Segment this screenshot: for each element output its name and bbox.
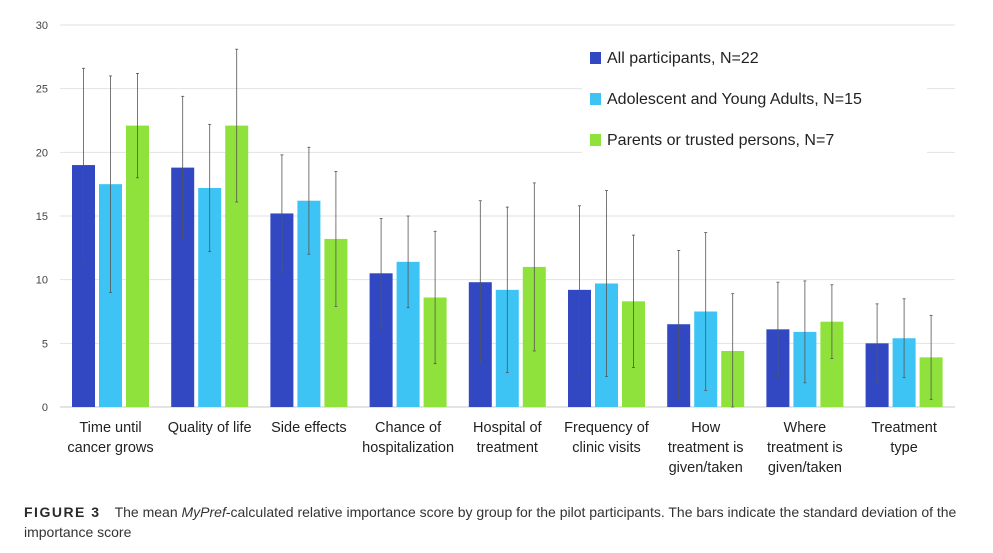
figure-label: FIGURE 3: [24, 504, 101, 520]
bar: [820, 321, 844, 407]
x-category-label: treatment: [477, 440, 538, 456]
y-tick-label: 15: [36, 211, 48, 223]
y-axis: 0 5 10 15 20 25 30: [36, 20, 48, 414]
x-category-label: treatment is: [767, 440, 843, 456]
caption-text-before: The mean: [114, 504, 182, 520]
legend: All participants, N=22 Adolescent and You…: [582, 40, 927, 158]
legend-label: All participants, N=22: [607, 50, 759, 67]
x-category-label: Chance of: [375, 420, 442, 436]
caption-text-after: -calculated relative importance score by…: [24, 504, 957, 540]
bar: [126, 125, 149, 408]
x-category-label: hospitalization: [362, 440, 454, 456]
x-category-label: Quality of life: [168, 420, 252, 436]
x-category-label: Where: [784, 420, 827, 436]
bar: [225, 125, 249, 408]
legend-swatch: [590, 52, 601, 64]
bar: [369, 273, 393, 407]
x-category-label: Frequency of: [564, 420, 650, 436]
bar: [270, 213, 294, 407]
bar: [99, 184, 122, 407]
x-category-label: Time until: [79, 420, 141, 436]
bar: [72, 165, 95, 407]
x-category-label: type: [890, 440, 917, 456]
y-tick-label: 30: [36, 20, 48, 32]
x-category-label: How: [691, 420, 721, 436]
figure-caption: FIGURE 3 The mean MyPref-calculated relat…: [24, 502, 974, 542]
y-tick-label: 20: [36, 147, 48, 159]
x-category-label: given/taken: [768, 460, 842, 476]
caption-text-italic: MyPref: [181, 504, 226, 520]
y-tick-label: 10: [36, 275, 48, 287]
bar: [396, 261, 420, 407]
legend-background: [582, 40, 927, 158]
bar: [171, 167, 195, 407]
x-category-label: Treatment: [871, 420, 937, 436]
bar: [297, 200, 321, 407]
x-category-label: Hospital of: [473, 420, 542, 436]
error-bars: [82, 48, 933, 408]
y-tick-label: 5: [42, 338, 48, 350]
y-tick-label: 25: [36, 84, 48, 96]
legend-swatch: [590, 134, 601, 146]
x-axis: Time until cancer grows Quality of life Sid…: [67, 420, 936, 476]
legend-swatch: [590, 93, 601, 105]
bar: [198, 187, 222, 407]
x-category-label: given/taken: [669, 460, 743, 476]
legend-label: Parents or trusted persons, N=7: [607, 132, 834, 149]
x-category-label: treatment is: [668, 440, 744, 456]
x-category-label: Side effects: [271, 420, 347, 436]
y-tick-label: 0: [42, 402, 48, 414]
bar-chart: 0 5 10 15 20 25 30 Time until cancer grows Quali…: [36, 20, 955, 476]
x-category-label: clinic visits: [572, 440, 640, 456]
legend-label: Adolescent and Young Adults, N=15: [607, 91, 862, 108]
bar: [324, 238, 348, 407]
x-category-label: cancer grows: [67, 440, 153, 456]
